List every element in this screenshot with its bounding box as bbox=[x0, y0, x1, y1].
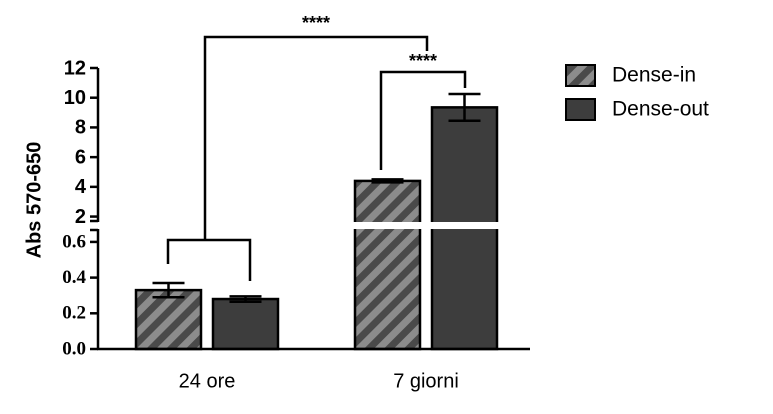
bar bbox=[211, 297, 280, 351]
bar bbox=[134, 288, 203, 351]
y-tick-label: 2 bbox=[75, 206, 86, 228]
legend-label: Dense-in bbox=[612, 64, 696, 87]
bracket bbox=[166, 238, 252, 281]
bracket bbox=[203, 35, 429, 240]
error-bar bbox=[448, 92, 481, 122]
legend-label: Dense-out bbox=[612, 98, 709, 121]
y-axis-label: Abs 570-650 bbox=[23, 142, 45, 259]
y-tick-label: 4 bbox=[75, 176, 87, 198]
y-tick-label: 0.0 bbox=[62, 338, 86, 359]
annotation: **** bbox=[302, 13, 330, 33]
error-bar bbox=[229, 295, 262, 303]
bracket bbox=[379, 70, 467, 170]
error-bar bbox=[152, 281, 185, 299]
legend-swatch bbox=[565, 98, 596, 121]
bar bbox=[353, 179, 422, 351]
x-tick-label: 7 giorni bbox=[393, 370, 459, 392]
y-tick-label: 10 bbox=[64, 87, 86, 109]
annotation: **** bbox=[409, 51, 437, 71]
axis-break bbox=[96, 222, 516, 229]
y-tick-label: 8 bbox=[75, 117, 86, 139]
y-tick-label: 0.6 bbox=[62, 231, 86, 252]
y-tick-label: 0.4 bbox=[62, 267, 86, 288]
legend-swatch bbox=[565, 64, 596, 87]
error-bar bbox=[371, 178, 404, 184]
x-tick-label: 24 ore bbox=[179, 370, 236, 392]
y-tick-label: 0.2 bbox=[62, 303, 86, 324]
y-tick-label: 12 bbox=[64, 57, 86, 79]
y-tick-label: 6 bbox=[75, 146, 86, 168]
